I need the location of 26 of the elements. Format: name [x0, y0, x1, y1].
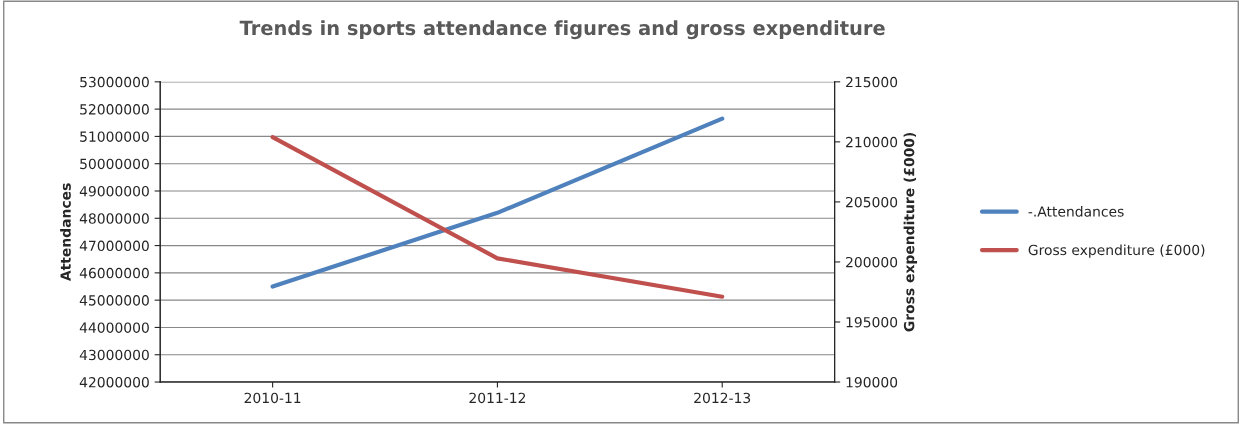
y-tick-label: 43000000 [79, 349, 149, 361]
y2-tick-label: 215000 [846, 76, 898, 88]
y-tick-label: 46000000 [79, 267, 149, 279]
y2-tick-label: 210000 [846, 136, 898, 148]
y-tick-label: 50000000 [80, 158, 149, 170]
y-tick-label: 47000000 [79, 240, 149, 252]
y-tick-label: 53000000 [80, 76, 149, 88]
x-tick-label: 2012-13 [694, 392, 751, 404]
y2-tick-label: 195000 [846, 316, 898, 328]
x-tick-label: 2010-11 [244, 392, 301, 404]
y-tick-label: 45000000 [79, 295, 149, 306]
y-tick-label: 44000000 [79, 322, 149, 333]
y-tick-label: 48000000 [79, 213, 149, 224]
y2-tick-label: 200000 [846, 256, 898, 268]
y-tick-label: 49000000 [79, 185, 149, 197]
y-tick-label: 51000000 [80, 131, 149, 142]
legend-label: -.Attendances [1028, 205, 1124, 217]
y2-tick-label: 190000 [846, 376, 898, 388]
legend-label: Gross expenditure (£000) [1028, 244, 1205, 258]
chart-title: Trends in sports attendance figures and gross expenditure [239, 20, 885, 40]
y-axis-title: Attendances [60, 183, 71, 282]
y-tick-label: 42000000 [79, 376, 149, 388]
x-tick-label: 2011-12 [469, 392, 526, 404]
y2-axis-title: Gross expenditure (£000) [903, 132, 918, 332]
y-tick-label: 52000000 [80, 104, 149, 115]
y2-tick-label: 205000 [846, 196, 898, 208]
